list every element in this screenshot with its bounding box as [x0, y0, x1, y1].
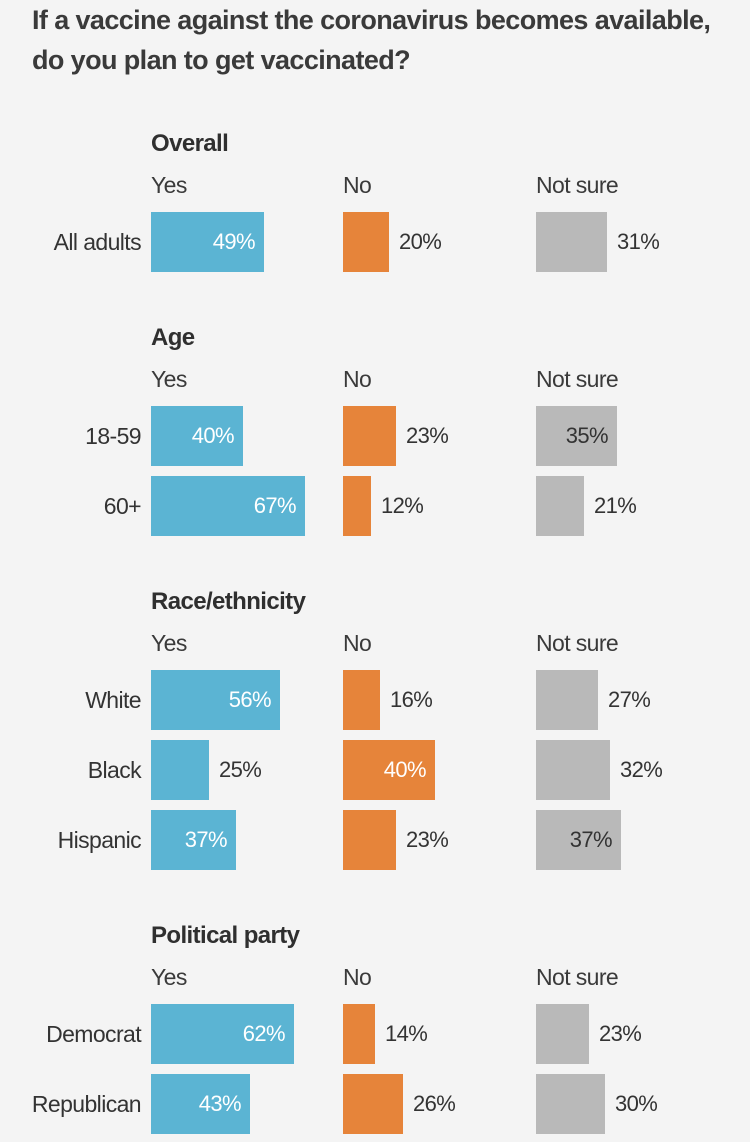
- bar-yes: [151, 1004, 294, 1064]
- data-label: 16%: [390, 687, 433, 712]
- data-label: 32%: [620, 757, 663, 782]
- data-label: 40%: [383, 757, 427, 782]
- column-header-no: No: [343, 630, 372, 656]
- data-label: 23%: [406, 423, 449, 448]
- bar-yes: [151, 1074, 250, 1134]
- section-title: Political party: [151, 922, 300, 949]
- data-label: 25%: [219, 757, 262, 782]
- column-header-not-sure: Not sure: [536, 172, 619, 198]
- data-label: 62%: [242, 1021, 286, 1046]
- column-header-yes: Yes: [151, 172, 187, 198]
- row-label: Hispanic: [57, 827, 142, 853]
- column-header-yes: Yes: [151, 964, 187, 990]
- data-label: 23%: [406, 827, 449, 852]
- data-label: 26%: [413, 1091, 456, 1116]
- bar-not-sure: [536, 740, 610, 800]
- data-label: 23%: [599, 1021, 642, 1046]
- column-header-yes: Yes: [151, 630, 187, 656]
- row-label: 60+: [103, 493, 142, 519]
- bar-not-sure: [536, 1074, 605, 1134]
- data-label: 56%: [228, 687, 272, 712]
- row-label: Black: [87, 757, 142, 783]
- data-label: 21%: [594, 493, 637, 518]
- section-title: Overall: [151, 130, 229, 157]
- bar-no: [343, 810, 396, 870]
- row-label: All adults: [53, 229, 142, 255]
- column-header-not-sure: Not sure: [536, 366, 619, 392]
- bar-yes: [151, 476, 305, 536]
- bar-no: [343, 1074, 403, 1134]
- bar-yes: [151, 810, 236, 870]
- bar-not-sure: [536, 670, 598, 730]
- data-label: 20%: [399, 229, 442, 254]
- bar-not-sure: [536, 810, 621, 870]
- bar-yes: [151, 406, 243, 466]
- section-title: Age: [151, 324, 195, 351]
- data-label: 49%: [212, 229, 256, 254]
- bar-yes: [151, 740, 209, 800]
- bar-not-sure: [536, 1004, 589, 1064]
- data-label: 43%: [198, 1091, 242, 1116]
- data-label: 67%: [253, 493, 297, 518]
- bar-yes: [151, 670, 280, 730]
- data-label: 27%: [608, 687, 651, 712]
- column-header-no: No: [343, 366, 372, 392]
- data-label: 37%: [569, 827, 613, 852]
- chart-title: If a vaccine against the coronavirus bec…: [32, 5, 711, 75]
- column-header-not-sure: Not sure: [536, 964, 619, 990]
- data-label: 14%: [385, 1021, 428, 1046]
- bar-no: [343, 670, 380, 730]
- row-label: White: [85, 687, 141, 713]
- section-title: Race/ethnicity: [151, 588, 306, 615]
- bar-no: [343, 476, 371, 536]
- bar-no: [343, 406, 396, 466]
- data-label: 35%: [565, 423, 609, 448]
- column-header-no: No: [343, 964, 372, 990]
- bar-yes: [151, 212, 264, 272]
- bar-not-sure: [536, 476, 584, 536]
- column-header-yes: Yes: [151, 366, 187, 392]
- bar-no: [343, 212, 389, 272]
- column-header-not-sure: Not sure: [536, 630, 619, 656]
- column-header-no: No: [343, 172, 372, 198]
- data-label: 31%: [617, 229, 660, 254]
- data-label: 12%: [381, 493, 424, 518]
- bar-no: [343, 740, 435, 800]
- data-label: 30%: [615, 1091, 658, 1116]
- bar-not-sure: [536, 406, 617, 466]
- data-label: 37%: [184, 827, 228, 852]
- row-label: Republican: [31, 1091, 142, 1117]
- row-label: Democrat: [46, 1021, 142, 1047]
- bar-no: [343, 1004, 375, 1064]
- bar-not-sure: [536, 212, 607, 272]
- row-label: 18-59: [85, 423, 141, 449]
- data-label: 40%: [191, 423, 235, 448]
